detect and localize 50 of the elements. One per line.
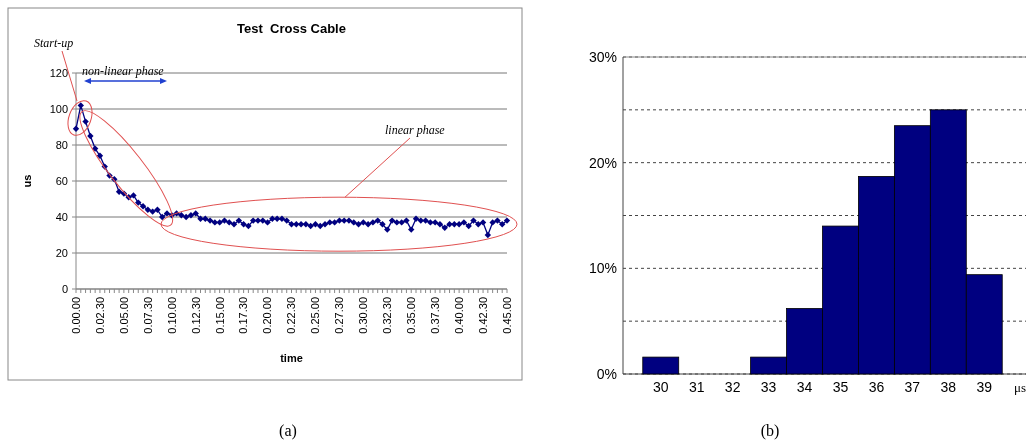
x-tick-label: 0.30.00 <box>357 297 370 334</box>
x-tick-label: 0.42.30 <box>476 297 489 334</box>
text: (a) <box>279 422 297 440</box>
x-tick-label: 0.07.30 <box>141 297 154 334</box>
x-tick-label: 0.45.00 <box>500 297 513 334</box>
annotation: non-linear phase <box>82 64 165 78</box>
bar <box>642 356 680 375</box>
x-tick-label: 0.22.30 <box>285 297 298 334</box>
text: (b) <box>760 422 780 440</box>
x-tick-label: 0.37.30 <box>429 297 442 334</box>
x-tick-label: 35 <box>832 379 849 395</box>
y-tick-label: 40 <box>55 210 68 223</box>
annotation: linear phase <box>385 123 446 137</box>
x-tick-label: 30 <box>652 379 669 395</box>
y-tick-label: 0 <box>61 282 68 295</box>
y-tick-label: 60 <box>55 174 68 187</box>
x-tick-label: 0.17.30 <box>237 297 250 334</box>
text: Start-up <box>34 36 74 50</box>
x-tick-label: 32 <box>724 379 741 395</box>
x-tick-label: 0.20.00 <box>261 297 274 334</box>
x-tick-label: 0.12.30 <box>189 297 202 334</box>
x-tick-label: 39 <box>976 379 993 395</box>
y-tick-label: 30% <box>588 48 617 65</box>
x-tick-label: 38 <box>940 379 957 395</box>
x-tick-label: 0.27.30 <box>333 297 346 334</box>
x-tick-label: 0.35.00 <box>405 297 418 334</box>
x-tick-label: 0.02.30 <box>93 297 106 334</box>
y-tick-label: 10% <box>588 260 617 277</box>
x-tick-label: 0.15.00 <box>213 297 226 334</box>
x-tick-label: 36 <box>868 379 885 395</box>
x-tick-label: 0.00.00 <box>69 297 82 334</box>
x-tick-label: 0.10.00 <box>165 297 178 334</box>
y-tick-label: 0% <box>596 365 617 382</box>
x-tick-label: 0.25.00 <box>309 297 322 334</box>
x-axis-title: time <box>280 352 303 364</box>
y-axis-title: us <box>21 174 33 188</box>
x-tick-label: 0.32.30 <box>381 297 394 334</box>
x-axis-title: μs <box>1013 380 1026 395</box>
y-tick-label: 20% <box>588 154 617 171</box>
x-tick-label: 31 <box>688 379 705 395</box>
x-tick-label: 33 <box>760 379 777 395</box>
y-tick-label: 100 <box>49 102 68 115</box>
x-tick-label: 34 <box>796 379 813 395</box>
x-tick-label: 0.40.00 <box>452 297 465 334</box>
x-tick-label: 37 <box>904 379 921 395</box>
y-tick-label: 20 <box>55 246 68 259</box>
chart-title: Test Cross Cable <box>237 21 346 36</box>
y-tick-label: 120 <box>49 66 68 79</box>
y-tick-label: 80 <box>55 138 68 151</box>
x-tick-label: 0.05.00 <box>117 297 130 334</box>
